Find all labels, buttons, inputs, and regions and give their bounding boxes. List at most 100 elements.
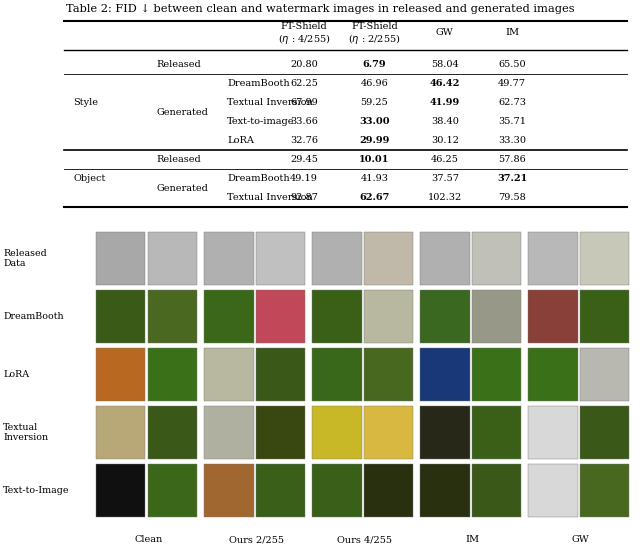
Bar <box>97 232 145 285</box>
Text: FT-Shield: FT-Shield <box>351 22 398 31</box>
Text: Text-to-image: Text-to-image <box>227 117 294 126</box>
Bar <box>420 232 470 285</box>
Text: 92.87: 92.87 <box>290 193 318 202</box>
Bar <box>256 464 305 517</box>
Bar <box>204 290 253 343</box>
Text: 102.32: 102.32 <box>428 193 462 202</box>
Bar <box>256 290 305 343</box>
Bar <box>472 464 521 517</box>
Bar <box>364 232 413 285</box>
Text: 59.25: 59.25 <box>360 98 388 107</box>
Text: Released: Released <box>157 60 202 69</box>
Bar <box>472 232 521 285</box>
Text: LoRA: LoRA <box>227 136 254 145</box>
Text: Textual Inversion: Textual Inversion <box>227 98 313 107</box>
Bar <box>312 348 362 401</box>
Text: Released: Released <box>157 155 202 164</box>
Bar <box>148 464 197 517</box>
Text: 35.71: 35.71 <box>498 117 526 126</box>
Text: 57.86: 57.86 <box>498 155 526 164</box>
Text: Released
Data: Released Data <box>3 249 47 268</box>
Bar <box>148 290 197 343</box>
Text: 46.96: 46.96 <box>360 79 388 88</box>
Bar <box>204 406 253 459</box>
Bar <box>312 232 362 285</box>
Text: 29.99: 29.99 <box>359 136 390 145</box>
Text: 67.99: 67.99 <box>290 98 318 107</box>
Bar <box>420 290 470 343</box>
Text: FT-Shield: FT-Shield <box>280 22 328 31</box>
Bar <box>420 464 470 517</box>
Text: 30.12: 30.12 <box>431 136 459 145</box>
Bar <box>97 406 145 459</box>
Text: 10.01: 10.01 <box>359 155 390 164</box>
Text: 37.21: 37.21 <box>497 174 527 183</box>
Bar <box>529 406 578 459</box>
Bar <box>529 348 578 401</box>
Text: 33.00: 33.00 <box>359 117 390 126</box>
Text: Textual Inversion: Textual Inversion <box>227 193 313 202</box>
Bar <box>148 406 197 459</box>
Bar <box>364 348 413 401</box>
Text: 41.99: 41.99 <box>429 98 460 107</box>
Text: Textual
Inversion: Textual Inversion <box>3 423 49 442</box>
Bar <box>580 406 629 459</box>
Text: 49.19: 49.19 <box>290 174 318 183</box>
Text: GW: GW <box>572 535 589 544</box>
Text: DreamBooth: DreamBooth <box>227 174 290 183</box>
Bar <box>420 348 470 401</box>
Text: IM: IM <box>505 28 519 37</box>
Text: Clean: Clean <box>134 535 163 544</box>
Text: 58.04: 58.04 <box>431 60 459 69</box>
Text: 62.67: 62.67 <box>359 193 390 202</box>
Text: IM: IM <box>466 535 480 544</box>
Bar <box>148 232 197 285</box>
Bar <box>97 464 145 517</box>
Text: 41.93: 41.93 <box>360 174 388 183</box>
Text: 20.80: 20.80 <box>290 60 318 69</box>
Text: Style: Style <box>74 98 99 107</box>
Bar <box>529 232 578 285</box>
Text: Text-to-Image: Text-to-Image <box>3 486 70 495</box>
Text: 38.40: 38.40 <box>431 117 459 126</box>
Text: ($\eta$ : 4/255): ($\eta$ : 4/255) <box>278 32 330 46</box>
Bar <box>312 464 362 517</box>
Text: 29.45: 29.45 <box>290 155 318 164</box>
Text: 62.73: 62.73 <box>498 98 526 107</box>
Text: 46.25: 46.25 <box>431 155 459 164</box>
Text: 37.57: 37.57 <box>431 174 459 183</box>
Bar <box>364 464 413 517</box>
Bar <box>312 406 362 459</box>
Bar <box>256 348 305 401</box>
Text: GW: GW <box>436 28 454 37</box>
Text: DreamBooth: DreamBooth <box>3 312 64 321</box>
Text: ($\eta$ : 2/255): ($\eta$ : 2/255) <box>348 32 401 46</box>
Text: 49.77: 49.77 <box>498 79 526 88</box>
Text: Ours 2/255: Ours 2/255 <box>229 535 284 544</box>
Text: 65.50: 65.50 <box>498 60 526 69</box>
Bar <box>364 406 413 459</box>
Text: 6.79: 6.79 <box>363 60 386 69</box>
Text: Table 2: FID ↓ between clean and watermark images in released and generated imag: Table 2: FID ↓ between clean and waterma… <box>66 4 574 14</box>
Bar <box>472 406 521 459</box>
Text: 32.76: 32.76 <box>290 136 318 145</box>
Bar <box>204 348 253 401</box>
Bar <box>580 290 629 343</box>
Bar <box>364 290 413 343</box>
Bar <box>97 290 145 343</box>
Text: 62.25: 62.25 <box>290 79 318 88</box>
Bar <box>529 464 578 517</box>
Bar <box>580 232 629 285</box>
Text: 79.58: 79.58 <box>498 193 526 202</box>
Bar <box>97 348 145 401</box>
Text: Ours 4/255: Ours 4/255 <box>337 535 392 544</box>
Bar <box>256 232 305 285</box>
Text: Object: Object <box>74 174 106 183</box>
Bar <box>472 348 521 401</box>
Bar <box>312 290 362 343</box>
Bar <box>580 464 629 517</box>
Text: 33.30: 33.30 <box>498 136 526 145</box>
Text: 33.66: 33.66 <box>290 117 318 126</box>
Bar <box>148 348 197 401</box>
Bar <box>472 290 521 343</box>
